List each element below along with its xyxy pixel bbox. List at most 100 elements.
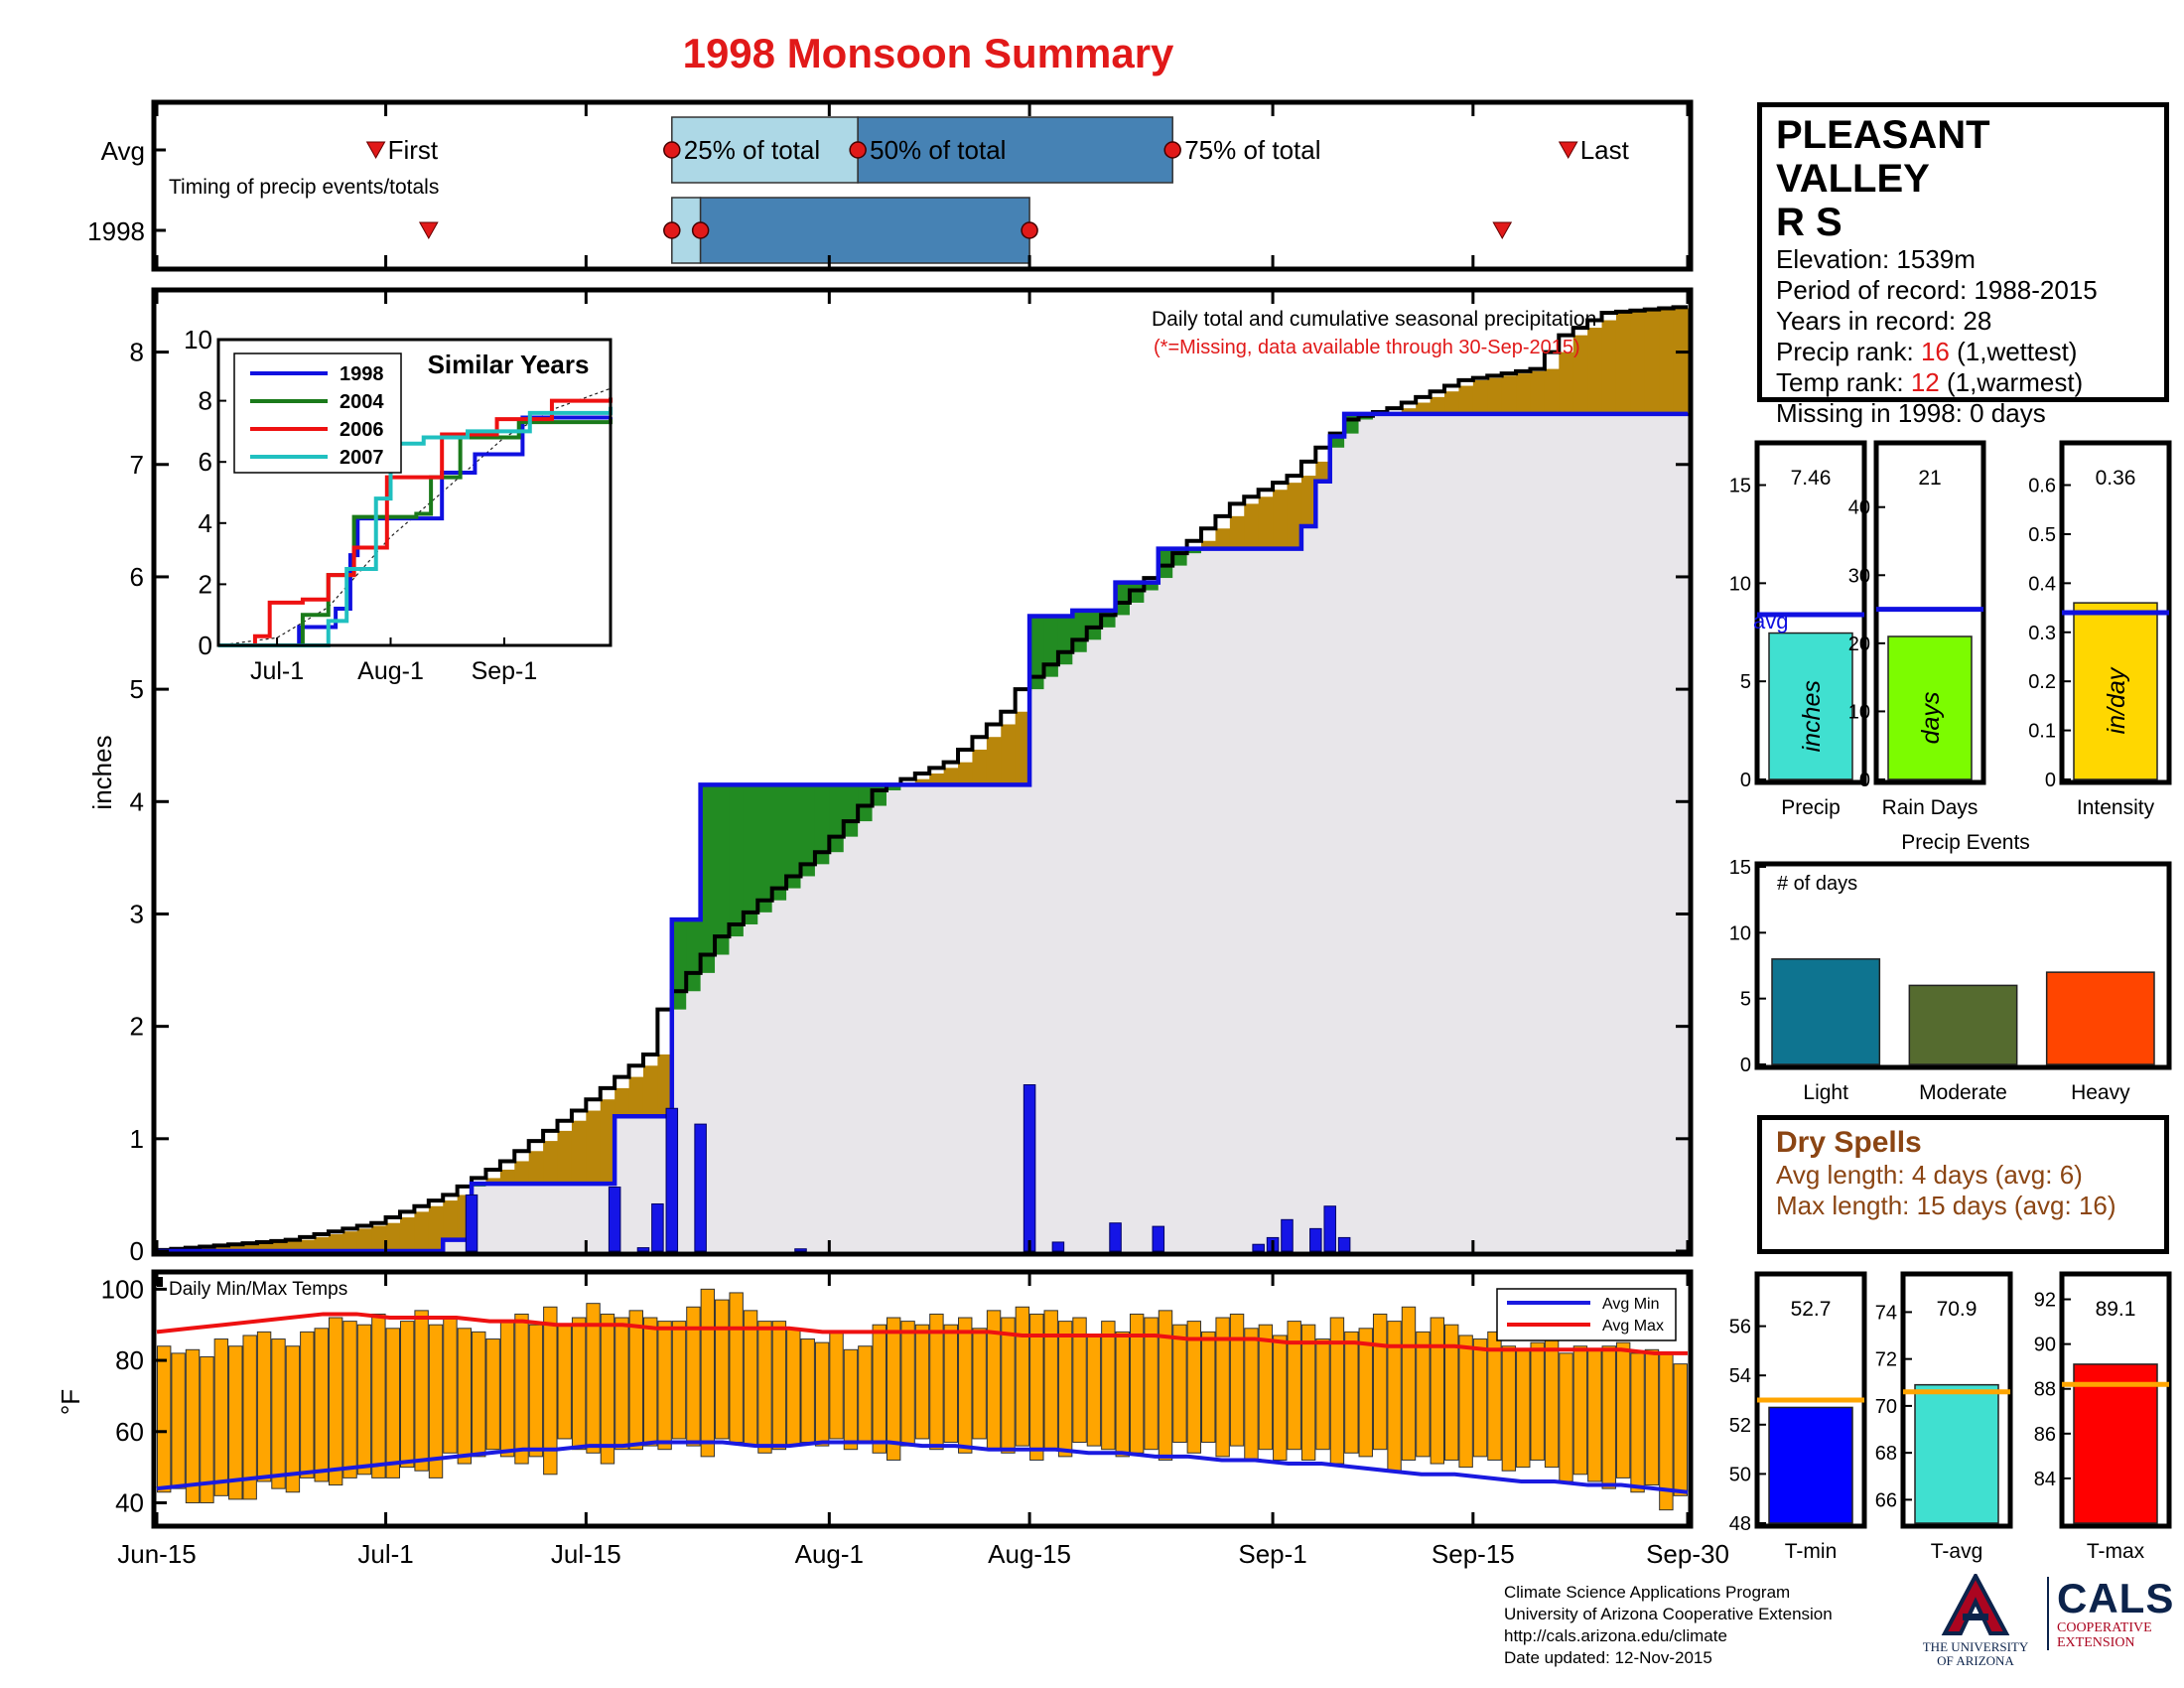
- credits-line1: Climate Science Applications Program: [1504, 1583, 1791, 1602]
- date-axis: Jun-15 Jul-1 Jul-15 Aug-1 Aug-15 Sep-1 Sep-15 S…: [117, 102, 1729, 1569]
- daily-precip-bar: [651, 1202, 664, 1252]
- daily-temp-bar: [943, 1324, 959, 1444]
- main-y-tick-label: 6: [130, 562, 144, 592]
- above-average-column: [1144, 582, 1160, 591]
- common-area-column: [1201, 548, 1217, 1251]
- precip-rank-note: (1,wettest): [1949, 337, 2078, 366]
- common-area-column: [1630, 413, 1646, 1251]
- temp-y-tick-label: 40: [115, 1487, 144, 1517]
- daily-temp-bar: [1630, 1352, 1645, 1493]
- main-y-tick-label: 1: [130, 1124, 144, 1154]
- page-title: 1998 Monsoon Summary: [682, 30, 1174, 76]
- daily-temp-bar: [1458, 1335, 1473, 1469]
- avg-p25-marker: [663, 141, 681, 159]
- daily-temp-bar: [1559, 1352, 1573, 1482]
- temp-value-0: 52.7: [1791, 1298, 1832, 1321]
- common-area-column: [1401, 413, 1417, 1251]
- y-axis-label: inches: [87, 735, 117, 809]
- below-average-column: [1587, 328, 1603, 414]
- credits-line4: Date updated: 12-Nov-2015: [1504, 1648, 1712, 1667]
- common-area-column: [1615, 413, 1631, 1251]
- daily-temp-bar: [571, 1317, 587, 1451]
- below-average-column: [543, 1141, 559, 1185]
- main-y-tick-label: 8: [130, 338, 144, 367]
- below-average-column: [342, 1231, 358, 1251]
- common-area-column: [1344, 433, 1360, 1251]
- daily-precip-bar: [1051, 1241, 1065, 1252]
- below-average-column: [1001, 724, 1017, 785]
- common-area-column: [1229, 548, 1245, 1251]
- inset-series-line-2006: [218, 397, 613, 647]
- inset-legend-label-2006: 2006: [340, 419, 384, 441]
- below-average-column: [914, 778, 930, 785]
- right-stats-panels: 7.46 0 5 10 15 Precip inches avg 21 0 10 20 30 40 Rain…: [1729, 440, 2172, 1563]
- date-tick-label: Aug-1: [795, 1539, 864, 1569]
- station-name-line1: PLEASANT VALLEY: [1776, 113, 1990, 201]
- station-period: Period of record: 1988-2015: [1776, 275, 2098, 305]
- temp-tick-label-0: 52: [1729, 1415, 1751, 1437]
- daily-temp-bar: [1615, 1341, 1631, 1478]
- similar-years-inset: 0 2 4 6 8 10 Jul-1 Aug-1 Sep-1 1998 2004 2006 2007: [184, 325, 613, 685]
- common-area-column: [1544, 413, 1560, 1251]
- below-average-column: [1487, 377, 1503, 414]
- daily-temp-bar: [543, 1306, 558, 1476]
- daily-temp-bar: [914, 1324, 930, 1440]
- year-last-marker: [1492, 221, 1513, 240]
- daily-temp-bar: [858, 1345, 873, 1444]
- above-average-column: [1043, 616, 1059, 677]
- year-p25-marker: [663, 221, 681, 239]
- below-average-column: [1300, 476, 1316, 527]
- below-average-column: [1416, 402, 1432, 414]
- events-label-heavy: Heavy: [2071, 1081, 2130, 1104]
- daily-temp-bar: [1072, 1317, 1087, 1444]
- inset-title: Similar Years: [428, 350, 590, 379]
- precip-tick-label-1: 30: [1848, 565, 1870, 587]
- above-average-column: [729, 784, 745, 937]
- year-cumulative-line: [157, 411, 1691, 1254]
- daily-temp-bar: [1229, 1313, 1245, 1447]
- precip-tick-label-2: 0.6: [2028, 476, 2056, 497]
- above-average-column: [814, 784, 830, 865]
- common-area-column: [1086, 639, 1102, 1251]
- station-elevation: Elevation: 1539m: [1776, 244, 1976, 274]
- below-average-column: [1287, 483, 1302, 549]
- daily-temp-bar: [1144, 1317, 1159, 1451]
- daily-temp-bar: [1430, 1317, 1445, 1465]
- daily-precip-bar: [1252, 1243, 1265, 1252]
- common-area-column: [886, 789, 901, 1251]
- timing-caption: Timing of precip events/totals: [169, 176, 439, 199]
- main-y-tick-label: 5: [130, 674, 144, 704]
- inset-y-tick-label: 10: [184, 325, 212, 354]
- cals-mark: CALS: [2057, 1575, 2175, 1621]
- temp-value-1: 70.9: [1937, 1298, 1978, 1321]
- below-average-column: [1458, 385, 1474, 414]
- average-cumulative-line: [155, 305, 1688, 1252]
- daily-temp-bar: [1043, 1310, 1058, 1451]
- temp-tick-label-1: 72: [1875, 1349, 1897, 1371]
- daily-temp-bar: [1101, 1321, 1116, 1451]
- daily-temp-bar: [872, 1324, 887, 1454]
- common-area-column: [914, 784, 930, 1251]
- station-precip-rank: Precip rank: 16 (1,wettest): [1776, 337, 2150, 367]
- common-area-column: [1186, 553, 1202, 1251]
- below-average-column: [1215, 528, 1231, 549]
- daily-temp-bar: [1601, 1345, 1616, 1489]
- common-area-column: [786, 888, 802, 1251]
- avg-box-25-50: [671, 116, 859, 184]
- common-area-column: [1287, 548, 1302, 1251]
- below-average-column: [586, 1110, 602, 1185]
- below-average-column: [1244, 503, 1260, 549]
- temp-tick-label-1: 74: [1875, 1302, 1897, 1324]
- temp-rank-label: Temp rank:: [1776, 367, 1911, 397]
- below-average-column: [1444, 391, 1460, 414]
- common-area-column: [1444, 413, 1460, 1251]
- daily-temp-bar: [1186, 1321, 1202, 1454]
- precip-tick-label-2: 0: [2045, 770, 2056, 791]
- precip-tick-label-1: 0: [1859, 770, 1870, 791]
- daily-temp-bar: [814, 1341, 830, 1447]
- below-average-column: [514, 1161, 530, 1185]
- daily-temp-bar: [185, 1348, 201, 1503]
- events-tick-label: 15: [1729, 857, 1751, 879]
- daily-temp-bar: [1472, 1338, 1488, 1458]
- year-p50-marker: [691, 221, 710, 239]
